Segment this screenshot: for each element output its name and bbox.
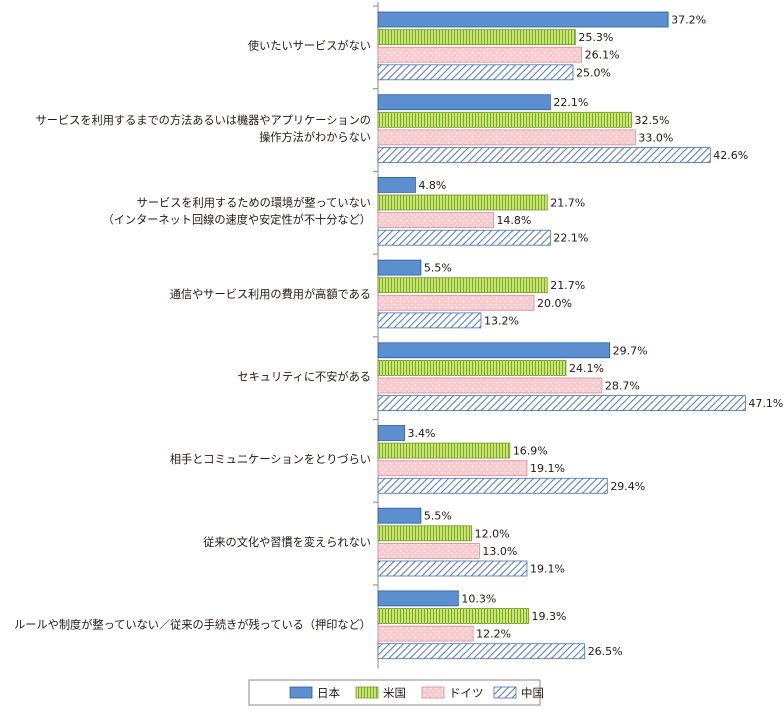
- category-label: 通信やサービス利用の費用が高額である: [170, 287, 371, 301]
- category-label: セキュリティに不安がある: [237, 370, 371, 384]
- data-label: 32.5%: [635, 114, 670, 127]
- bar-米国: [377, 194, 548, 211]
- bar-中国: [377, 64, 574, 81]
- bar-ドイツ: [377, 212, 494, 229]
- legend-swatch-米国: [355, 686, 379, 699]
- data-label: 16.9%: [513, 445, 548, 458]
- category-label: サービスを利用するまでの方法あるいは機器やアプリケーションの: [36, 113, 371, 127]
- data-label: 47.1%: [748, 397, 783, 410]
- data-label: 33.0%: [638, 131, 673, 144]
- category-label: 相手とコミュニケーションをとりづらい: [170, 452, 371, 466]
- legend-label: 中国: [521, 686, 544, 700]
- data-label: 5.5%: [424, 510, 452, 523]
- data-label: 29.4%: [610, 480, 645, 493]
- data-label: 21.7%: [550, 197, 585, 210]
- bar-ドイツ: [377, 294, 535, 311]
- bar-ドイツ: [377, 377, 603, 394]
- data-label: 12.2%: [476, 628, 511, 641]
- bar-日本: [377, 342, 611, 359]
- data-label: 19.1%: [530, 462, 565, 475]
- data-label: 10.3%: [461, 592, 496, 605]
- legend-label: ドイツ: [449, 686, 484, 700]
- bar-ドイツ: [377, 543, 480, 559]
- bar-日本: [377, 425, 405, 441]
- bar-日本: [377, 11, 669, 28]
- bar-日本: [377, 176, 416, 193]
- data-label: 5.5%: [424, 262, 452, 275]
- data-label: 20.0%: [537, 297, 572, 310]
- data-label: 3.4%: [408, 427, 436, 440]
- category-label: （インターネット回線の速度や安定性が不十分など）: [102, 213, 371, 227]
- bar-ドイツ: [377, 129, 636, 146]
- data-label: 13.0%: [482, 545, 517, 558]
- bar-日本: [377, 590, 459, 607]
- category-label: ルールや制度が整っていない／従来の手続きが残っている（押印など）: [14, 618, 371, 632]
- data-label: 26.5%: [588, 645, 623, 658]
- bar-中国: [377, 395, 746, 412]
- data-label: 28.7%: [605, 380, 640, 393]
- legend-label: 米国: [383, 686, 406, 700]
- data-label: 12.0%: [475, 527, 510, 540]
- bar-中国: [377, 147, 711, 163]
- data-label: 14.8%: [496, 214, 531, 227]
- bar-日本: [377, 94, 551, 111]
- bar-ドイツ: [377, 625, 474, 642]
- bar-日本: [377, 259, 422, 276]
- bar-米国: [377, 277, 548, 294]
- bar-米国: [377, 29, 576, 46]
- legend-swatch-日本: [289, 686, 313, 699]
- data-label: 19.3%: [532, 610, 567, 623]
- category-label: 使いたいサービスがない: [248, 39, 371, 53]
- bar-ドイツ: [377, 46, 582, 63]
- bar-米国: [377, 608, 529, 624]
- bar-米国: [377, 525, 472, 542]
- bar-米国: [377, 442, 511, 459]
- data-label: 42.6%: [713, 149, 748, 162]
- bar-ドイツ: [377, 460, 528, 477]
- legend-swatch-中国: [493, 686, 517, 699]
- data-label: 29.7%: [613, 344, 648, 357]
- data-label: 21.7%: [550, 279, 585, 292]
- data-label: 25.3%: [578, 31, 613, 44]
- data-label: 25.0%: [576, 66, 611, 79]
- data-label: 19.1%: [530, 563, 565, 576]
- category-label: 操作方法がわからない: [259, 130, 371, 144]
- legend-label: 日本: [317, 686, 340, 700]
- data-label: 13.2%: [484, 314, 519, 327]
- bar-日本: [377, 507, 422, 524]
- category-label: サービスを利用するための環境が整っていない: [137, 196, 371, 210]
- bar-中国: [377, 312, 482, 329]
- bar-米国: [377, 359, 567, 376]
- bar-中国: [377, 477, 608, 494]
- data-label: 26.1%: [585, 49, 620, 62]
- data-label: 37.2%: [671, 14, 706, 27]
- data-label: 22.1%: [553, 96, 588, 109]
- data-label: 24.1%: [569, 362, 604, 375]
- bar-中国: [377, 643, 586, 660]
- legend-swatch-ドイツ: [421, 686, 445, 699]
- bar-中国: [377, 229, 551, 246]
- category-label: 従来の文化や習慣を変えられない: [203, 535, 371, 549]
- bar-中国: [377, 560, 528, 577]
- bar-米国: [377, 111, 632, 128]
- data-label: 4.8%: [418, 179, 446, 192]
- data-label: 22.1%: [553, 232, 588, 245]
